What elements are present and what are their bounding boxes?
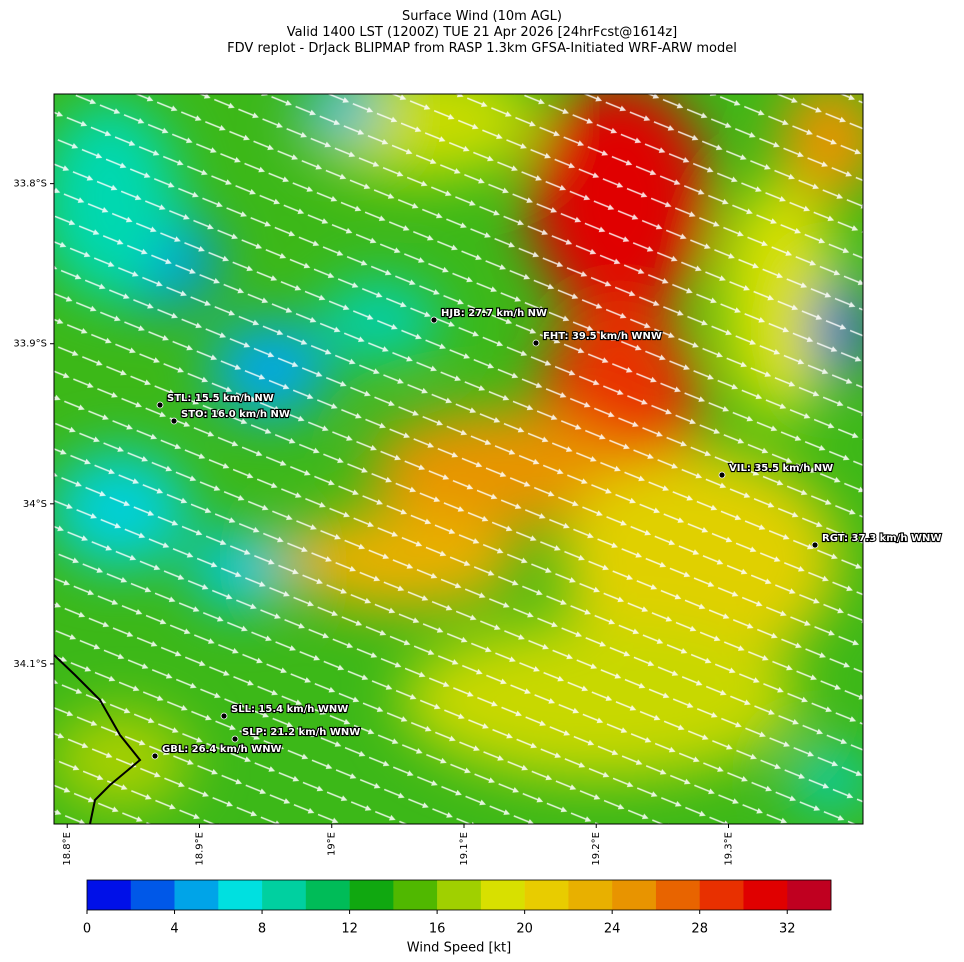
wind-field [54,94,863,824]
station-marker [156,401,164,409]
station-label: VIL: 35.5 km/h NW [729,463,833,474]
station-marker [811,541,819,549]
colorbar-bin [655,880,701,910]
colorbar-tick-label: 16 [429,922,446,937]
colorbar-bin [130,880,175,910]
station-label: FHT: 39.5 km/h WNW [543,331,662,342]
colorbar-frame [86,879,832,911]
station-marker [220,712,228,720]
station-marker [532,339,540,347]
colorbar-tick-label: 28 [691,922,708,937]
title-line: Surface Wind (10m AGL) [402,9,562,24]
colorbar-tick-label: 32 [779,922,796,937]
colorbar-label: Wind Speed [kt] [407,941,511,956]
station-marker [151,752,159,760]
colorbar-tick-label: 4 [170,922,178,937]
station-label: HJB: 27.7 km/h NW [441,308,547,319]
colorbar-tick-label: 0 [83,922,91,937]
x-tick-label: 19.1°E [459,832,470,866]
colorbar-bin [349,880,394,910]
map-frame [53,93,864,825]
colorbar-bin [699,880,744,910]
colorbar-bin [612,880,657,910]
station-label: GBL: 26.4 km/h WNW [162,744,282,755]
station-label: STL: 15.5 km/h NW [167,393,274,404]
y-tick-label: 34.1°S [13,659,47,670]
colorbar-bin [568,880,613,910]
colorbar-bin [743,880,788,910]
title-line: Valid 1400 LST (1200Z) TUE 21 Apr 2026 [… [287,25,678,40]
y-tick-label: 33.8°S [13,179,47,190]
colorbar-bin [87,880,132,910]
colorbar-bin [305,880,350,910]
x-tick-label: 19.3°E [723,832,734,866]
station-marker [718,471,726,479]
colorbar-bin [524,880,569,910]
colorbar-tick-label: 24 [604,922,621,937]
station-label: RGT: 37.3 km/h WNW [822,533,941,544]
station-marker [170,417,178,425]
y-tick-label: 34°S [23,499,47,510]
colorbar-bin [437,880,482,910]
colorbar-bin [218,880,263,910]
colorbar-bin [393,880,438,910]
colorbar-tick-label: 8 [258,922,266,937]
title-line: FDV replot - DrJack BLIPMAP from RASP 1.… [227,41,737,56]
colorbar-bin [174,880,219,910]
x-tick-label: 19.2°E [591,832,602,866]
colorbar-tick-label: 12 [341,922,358,937]
y-tick-label: 33.9°S [13,339,47,350]
colorbar-bin [480,880,525,910]
station-marker [231,735,239,743]
x-tick-label: 18.9°E [194,832,205,866]
station-marker [430,316,438,324]
x-tick-label: 19°E [327,832,338,856]
colorbar-bin [787,880,832,910]
station-label: STO: 16.0 km/h NW [181,409,290,420]
station-label: SLP: 21.2 km/h WNW [242,727,360,738]
colorbar-tick-label: 20 [516,922,533,937]
x-tick-label: 18.8°E [62,832,73,866]
colorbar-bin [262,880,307,910]
station-label: SLL: 15.4 km/h WNW [231,704,348,715]
